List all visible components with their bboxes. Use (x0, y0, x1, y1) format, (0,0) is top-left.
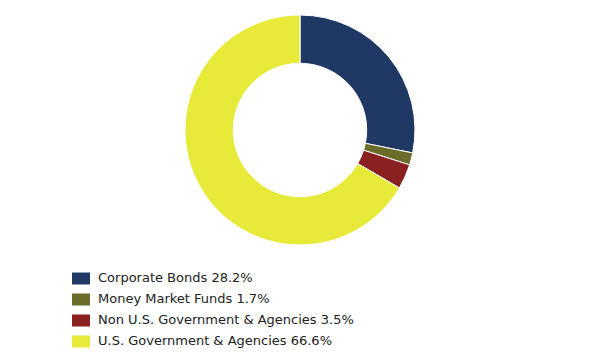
slices (185, 15, 415, 245)
legend: Corporate Bonds 28.2% Money Market Funds … (72, 270, 354, 348)
legend-label: Non U.S. Government & Agencies 3.5% (98, 312, 354, 327)
legend-swatch (72, 336, 90, 348)
slice (185, 15, 399, 245)
legend-swatch (72, 273, 90, 285)
chart-container: Corporate Bonds 28.2% Money Market Funds … (0, 0, 600, 360)
legend-label: Money Market Funds 1.7% (98, 291, 269, 306)
legend-swatch (72, 294, 90, 306)
legend-swatch (72, 315, 90, 327)
legend-label: Corporate Bonds 28.2% (98, 270, 253, 285)
legend-label: U.S. Government & Agencies 66.6% (98, 333, 332, 348)
chart-svg: Corporate Bonds 28.2% Money Market Funds … (0, 0, 600, 360)
slice (300, 15, 415, 153)
